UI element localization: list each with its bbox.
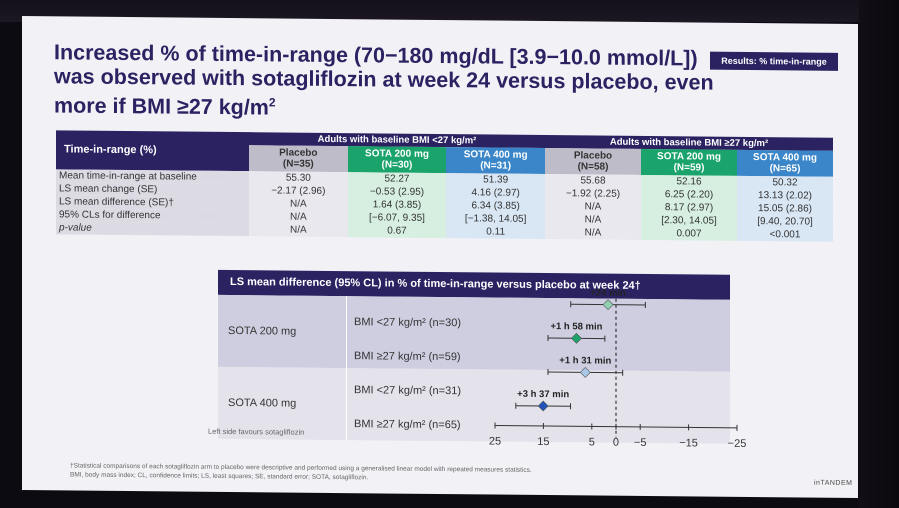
- axis-tick-label: 5: [589, 436, 595, 448]
- point-estimate-marker: [602, 299, 614, 311]
- intandem-logo: inTANDEM: [814, 479, 853, 487]
- axis-tick-label: 25: [489, 435, 501, 447]
- favours-label: Left side favours sotagliflozin: [208, 426, 305, 437]
- point-estimate-marker: [537, 400, 549, 412]
- room-background-right: [859, 0, 899, 508]
- axis-tick-label: −5: [634, 437, 647, 449]
- forest-plot-marks: +24 min +1 h 58 min +1 h 31 min +3 h 37 min…: [489, 287, 747, 450]
- room-background: [0, 0, 899, 22]
- axis-tick-label: 15: [537, 436, 549, 448]
- axis-tick-label: −15: [679, 437, 698, 449]
- point-estimate-marker: [571, 332, 582, 344]
- estimate-annotation: +1 h 31 min: [559, 355, 611, 367]
- estimate-annotation: +3 h 37 min: [517, 389, 569, 401]
- estimate-annotation: +1 h 58 min: [550, 321, 602, 333]
- axis-tick-label: −25: [728, 438, 747, 450]
- axis-tick-label: 0: [613, 437, 619, 449]
- point-estimate-marker: [579, 366, 591, 378]
- estimate-annotation: +24 min: [590, 287, 626, 298]
- presentation-slide: Increased % of time-in-range (70−180 mg/…: [22, 16, 858, 499]
